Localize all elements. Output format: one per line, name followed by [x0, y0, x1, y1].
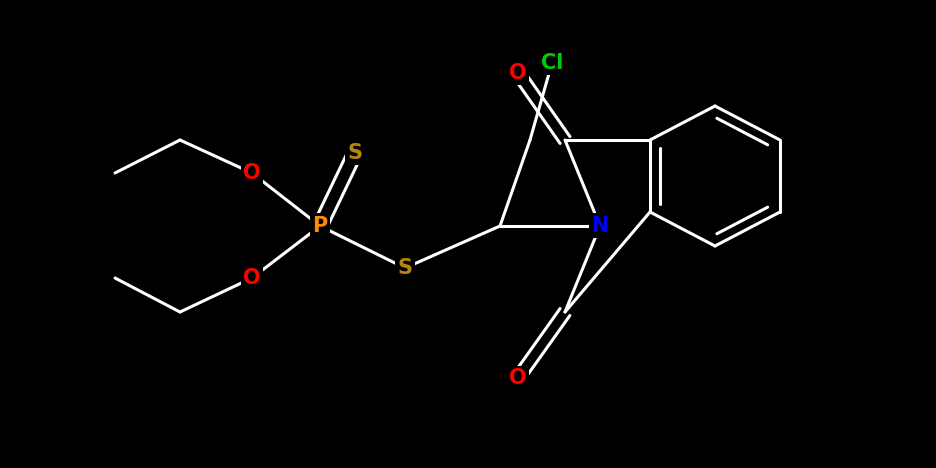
Text: N: N [592, 216, 608, 236]
Text: O: O [509, 63, 527, 83]
Text: Cl: Cl [541, 53, 563, 73]
Text: S: S [398, 258, 413, 278]
Text: S: S [347, 143, 362, 163]
Text: O: O [243, 268, 261, 288]
Text: P: P [313, 216, 328, 236]
Text: O: O [243, 163, 261, 183]
Text: O: O [509, 368, 527, 388]
